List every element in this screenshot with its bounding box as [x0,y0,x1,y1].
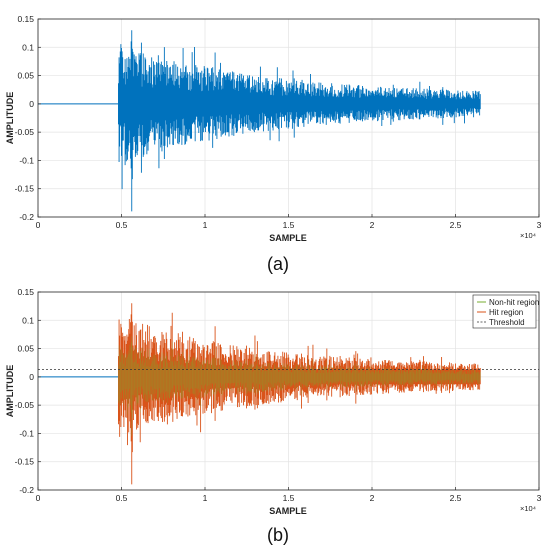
x-tick-label: 0 [36,493,41,503]
x-axis-label-b: SAMPLE [269,506,307,516]
x-tick-label: 0.5 [116,493,128,503]
y-tick-label: 0.1 [22,42,34,52]
x-tick-label: 2.5 [450,493,462,503]
y-tick-label: -0.15 [15,184,35,194]
x-axis-label-a: SAMPLE [269,233,307,243]
y-tick-label: -0.15 [15,457,35,467]
legend-label-hit: Hit region [489,308,523,317]
y-axis-label-b: AMPLITUDE [5,365,15,418]
y-tick-label: 0.15 [17,287,34,297]
y-tick-label: 0 [29,99,34,109]
y-tick-label: -0.1 [19,155,34,165]
chart-panel-b: 0 0.5 1 1.5 2 2.5 3 -0.2 -0.15 -0.1 -0.05 0 0.05 0.1 0… [5,287,542,545]
x-tick-label: 2 [370,220,375,230]
chart-panel-a: 0 0.5 1 1.5 2 2.5 3 -0.2 -0.15 -0.1 -0.05 0 0.05 0.1 0… [5,14,542,274]
legend: Non-hit region Hit region Threshold [472,294,539,329]
caption-a: (a) [267,254,289,274]
series-signal [118,30,481,212]
series-non-hit-region [118,336,481,436]
x-tick-label: 3 [537,493,542,503]
y-axis-label-a: AMPLITUDE [5,92,15,145]
x-tick-label: 0.5 [116,220,128,230]
x-tick-label: 2.5 [450,220,462,230]
x-tick-label: 3 [537,220,542,230]
y-tick-label: 0.05 [17,344,34,354]
legend-label-threshold: Threshold [489,318,525,327]
y-tick-label: 0.1 [22,315,34,325]
waveform-b [38,303,481,485]
y-tick-label: -0.2 [19,212,34,222]
x-tick-label: 1.5 [283,493,295,503]
x-tick-label: 2 [370,493,375,503]
caption-b: (b) [267,525,289,545]
y-tick-label: -0.05 [15,400,35,410]
x-multiplier-b: ×10⁴ [520,504,536,513]
y-tick-label: -0.1 [19,428,34,438]
waveform-a [38,30,481,212]
y-tick-label: 0.15 [17,14,34,24]
x-tick-label: 1 [203,493,208,503]
y-tick-label: 0 [29,372,34,382]
x-tick-label: 0 [36,220,41,230]
x-tick-label: 1.5 [283,220,295,230]
ticks-a: 0 0.5 1 1.5 2 2.5 3 -0.2 -0.15 -0.1 -0.05 0 0.05 0.1 0… [15,14,542,230]
legend-label-non-hit: Non-hit region [489,298,539,307]
ticks-b: 0 0.5 1 1.5 2 2.5 3 -0.2 -0.15 -0.1 -0.05 0 0.05 0.1 0… [15,287,542,503]
y-tick-label: -0.05 [15,127,35,137]
x-multiplier-a: ×10⁴ [520,231,536,240]
x-tick-label: 1 [203,220,208,230]
y-tick-label: -0.2 [19,485,34,495]
y-tick-label: 0.05 [17,71,34,81]
